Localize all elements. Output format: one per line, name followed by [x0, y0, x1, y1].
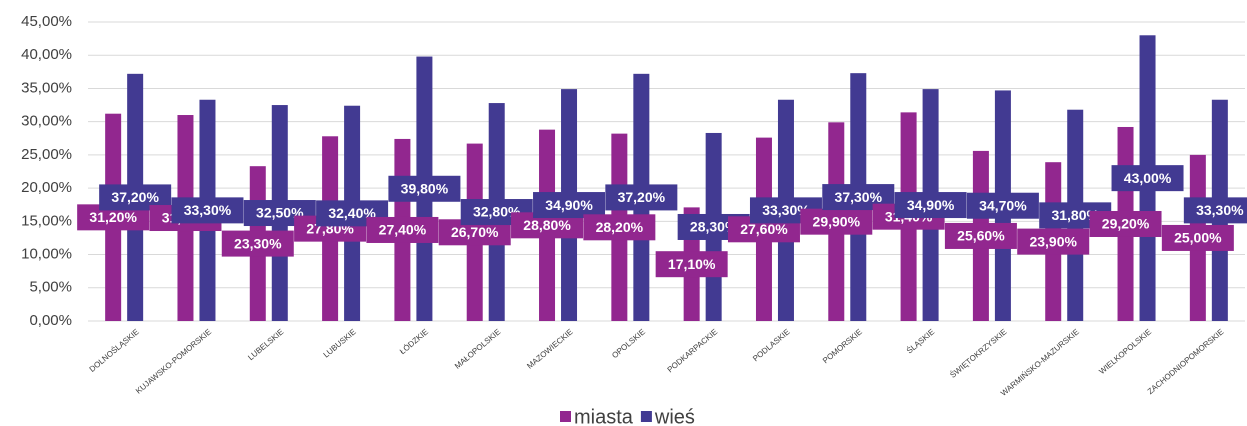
data-label-box	[583, 214, 656, 241]
data-label-box	[894, 192, 967, 219]
data-label-box	[966, 192, 1039, 219]
y-tick-label: 15,00%	[21, 212, 72, 229]
data-label-box	[221, 230, 294, 257]
data-label-box	[800, 208, 873, 235]
y-tick-label: 20,00%	[21, 179, 72, 196]
data-label-box	[171, 197, 244, 224]
x-tick-label: ŚLĄSKIE	[905, 327, 936, 355]
data-label: 33,30%	[1183, 197, 1247, 224]
data-label-text: 32,80%	[473, 204, 521, 220]
x-tick-label: KUJAWSKO-POMORSKIE	[134, 327, 213, 395]
data-label: 28,20%	[583, 214, 656, 241]
data-label-text: 31,20%	[89, 209, 137, 225]
x-tick-label: ZACHODNIOPOMORSKIE	[1146, 327, 1226, 396]
data-label: 37,20%	[99, 184, 172, 211]
data-label-text: 29,20%	[1102, 216, 1150, 232]
data-label: 17,10%	[655, 251, 728, 278]
data-label-text: 43,00%	[1124, 170, 1172, 186]
data-label-text: 31,80%	[1051, 207, 1099, 223]
data-label: 34,70%	[966, 192, 1039, 219]
y-tick-label: 35,00%	[21, 79, 72, 96]
data-label-box	[605, 184, 678, 211]
data-label-text: 32,50%	[256, 205, 304, 221]
y-tick-label: 45,00%	[21, 13, 72, 30]
x-tick-label: DOLNOŚLĄSKIE	[88, 327, 141, 374]
data-label-box	[1183, 197, 1247, 224]
x-tick-label: POMORSKIE	[821, 327, 864, 365]
data-label: 29,90%	[800, 208, 873, 235]
data-label-box	[655, 251, 728, 278]
data-label-text: 25,60%	[957, 228, 1005, 244]
data-label: 33,30%	[171, 197, 244, 224]
x-tick-label: OPOLSKIE	[610, 327, 647, 360]
data-label: 25,00%	[1161, 224, 1234, 251]
x-tick-label: PODLASKIE	[751, 327, 792, 363]
legend-swatch	[640, 411, 652, 422]
x-tick-label: PODKARPACKIE	[666, 327, 720, 374]
data-label-text: 34,70%	[979, 197, 1027, 213]
y-tick-label: 5,00%	[29, 279, 72, 296]
legend-label: miasta	[574, 406, 634, 426]
x-tick-label: ŁÓDZKIE	[398, 327, 430, 356]
data-label: 34,90%	[533, 192, 606, 219]
data-label-text: 33,30%	[184, 202, 232, 218]
x-tick-label: MAZOWIECKIE	[525, 327, 574, 370]
data-label-text: 33,30%	[1196, 202, 1244, 218]
data-label-box	[533, 192, 606, 219]
data-label: 43,00%	[1111, 165, 1184, 192]
x-tick-label: WARMIŃSKO-MAZURSKIE	[999, 327, 1081, 398]
data-label-box	[944, 222, 1017, 249]
data-label-text: 29,90%	[813, 213, 861, 229]
data-label-box	[1111, 165, 1184, 192]
data-label-text: 34,90%	[907, 197, 955, 213]
x-tick-label: WIELKOPOLSKIE	[1097, 327, 1153, 376]
y-tick-label: 30,00%	[21, 113, 72, 130]
data-label: 29,20%	[1089, 210, 1162, 237]
data-label-text: 26,70%	[451, 224, 499, 240]
data-label-text: 34,90%	[545, 197, 593, 213]
data-label: 27,40%	[366, 216, 439, 243]
legend-label: wieś	[654, 406, 695, 426]
data-label-text: 32,40%	[328, 205, 376, 221]
data-label: 23,90%	[1017, 228, 1090, 255]
data-label-box	[1017, 228, 1090, 255]
data-label-text: 23,90%	[1029, 233, 1077, 249]
x-tick-label: LUBUSKIE	[322, 327, 358, 359]
data-label-text: 28,20%	[596, 219, 644, 235]
data-label-text: 33,30%	[762, 202, 810, 218]
data-label-text: 37,20%	[618, 189, 666, 205]
data-label-text: 27,40%	[379, 222, 427, 238]
x-tick-label: MAŁOPOLSKIE	[453, 327, 502, 370]
y-tick-label: 25,00%	[21, 146, 72, 163]
data-label-text: 27,60%	[740, 221, 788, 237]
data-label-box	[366, 216, 439, 243]
data-label: 23,30%	[221, 230, 294, 257]
data-label-text: 39,80%	[401, 180, 449, 196]
data-label-text: 37,30%	[835, 189, 883, 205]
y-tick-label: 10,00%	[21, 246, 72, 263]
data-label: 27,60%	[727, 216, 800, 243]
data-label: 37,20%	[605, 184, 678, 211]
data-label-text: 28,30%	[690, 219, 738, 235]
x-tick-label: LUBELSKIE	[246, 327, 285, 362]
data-label-text: 37,20%	[111, 189, 159, 205]
data-label: 39,80%	[388, 175, 461, 202]
data-label-box	[1161, 224, 1234, 251]
legend-swatch	[560, 411, 571, 422]
data-label-box	[388, 175, 461, 202]
data-label: 25,60%	[944, 222, 1017, 249]
data-label: 34,90%	[894, 192, 967, 219]
data-label: 37,30%	[822, 184, 895, 211]
data-label-box	[1089, 210, 1162, 237]
data-label-text: 17,10%	[668, 256, 716, 272]
data-label-text: 23,30%	[234, 235, 282, 251]
y-tick-label: 40,00%	[21, 46, 72, 63]
x-tick-label: ŚWIĘTOKRZYSKIE	[948, 327, 1008, 380]
y-tick-label: 0,00%	[29, 312, 72, 329]
data-label-text: 28,80%	[523, 217, 571, 233]
data-label-text: 25,00%	[1174, 230, 1222, 246]
